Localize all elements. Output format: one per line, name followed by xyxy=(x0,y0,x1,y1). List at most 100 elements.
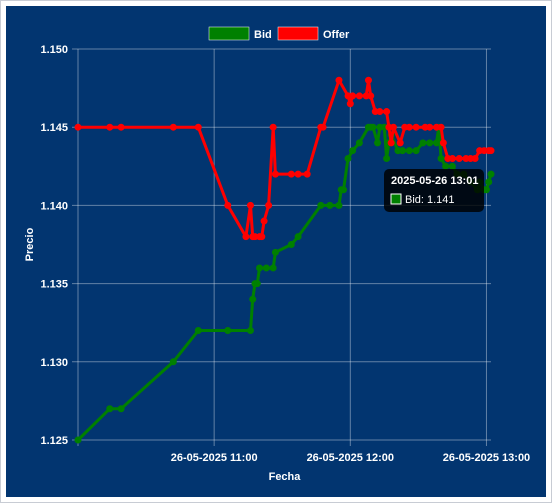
offer-data-point xyxy=(349,92,357,100)
y-tick-label: 1.145 xyxy=(40,122,68,134)
offer-data-point xyxy=(265,201,273,209)
price-chart[interactable]: 1.125 1.130 1.135 1.140 1.145 1.150 26-05-2025… xyxy=(6,6,546,497)
offer-series-line xyxy=(78,78,491,239)
x-tick-label: 26-05-2025 13:00 xyxy=(443,452,530,464)
y-axis-title: Precio xyxy=(24,227,36,261)
offer-data-point xyxy=(294,170,302,178)
bid-data-point xyxy=(253,280,261,288)
offer-data-point xyxy=(319,123,327,131)
bid-data-point xyxy=(344,154,352,162)
bid-data-point xyxy=(269,264,277,272)
offer-data-point xyxy=(271,170,279,178)
tooltip: 2025-05-26 13:01 Bid: 1.141 xyxy=(384,169,484,212)
y-tick-label: 1.125 xyxy=(40,435,68,447)
bid-data-point xyxy=(374,139,382,147)
legend: Bid Offer xyxy=(208,26,350,41)
offer-data-point xyxy=(487,147,495,155)
bid-data-point xyxy=(412,147,420,155)
offer-data-point xyxy=(387,139,395,147)
tooltip-box xyxy=(384,169,484,212)
bid-data-point xyxy=(262,264,270,272)
offer-data-point xyxy=(117,123,125,131)
offer-data-point xyxy=(269,123,277,131)
legend-label-bid: Bid xyxy=(254,29,272,41)
legend-swatch-bid xyxy=(208,26,250,41)
bid-data-point xyxy=(399,147,406,155)
offer-data-point xyxy=(367,92,375,100)
bid-data-point xyxy=(419,139,427,147)
y-tick-label: 1.135 xyxy=(40,279,68,291)
bid-data-point xyxy=(249,295,257,303)
offer-data-point xyxy=(455,154,463,162)
bid-data-point xyxy=(405,147,413,155)
offer-data-point xyxy=(439,139,447,147)
bid-data-point xyxy=(383,154,391,162)
bid-data-point xyxy=(287,241,295,248)
axis-labels: 1.125 1.130 1.135 1.140 1.145 1.150 26-05-2025… xyxy=(24,44,530,483)
series-lines xyxy=(74,76,495,444)
y-tick-label: 1.140 xyxy=(40,200,68,212)
bid-data-point xyxy=(369,123,377,131)
bid-data-point xyxy=(194,327,202,335)
legend-label-offer: Offer xyxy=(323,29,350,41)
offer-data-point xyxy=(448,154,456,162)
tooltip-title: 2025-05-26 13:01 xyxy=(391,175,478,187)
offer-data-point xyxy=(389,123,397,131)
offer-data-point xyxy=(287,170,295,178)
bid-data-point xyxy=(326,201,334,209)
y-tick-label: 1.130 xyxy=(40,357,68,369)
offer-data-point xyxy=(426,123,434,131)
offer-data-point xyxy=(106,123,114,131)
legend-swatch-offer xyxy=(277,26,319,41)
grid-lines xyxy=(72,48,491,446)
bid-data-point xyxy=(433,139,441,147)
bid-data-point xyxy=(256,264,264,272)
offer-data-point xyxy=(405,123,413,131)
bid-data-point xyxy=(224,327,232,335)
offer-data-point xyxy=(376,108,384,116)
offer-data-point xyxy=(437,123,445,131)
offer-data-point xyxy=(224,201,232,209)
tooltip-swatch xyxy=(390,193,402,205)
chart-panel: 1.125 1.130 1.135 1.140 1.145 1.150 26-05-2025… xyxy=(6,6,546,497)
offer-data-point xyxy=(194,123,202,131)
offer-data-point xyxy=(383,108,391,116)
offer-data-point xyxy=(471,154,479,162)
bid-data-point xyxy=(448,162,456,170)
bid-data-point xyxy=(349,147,357,155)
bid-data-point xyxy=(117,405,125,413)
bid-data-point xyxy=(335,201,343,209)
bid-data-point xyxy=(317,201,325,209)
offer-data-point xyxy=(335,76,343,84)
bid-data-point xyxy=(482,186,490,194)
offer-data-point xyxy=(260,217,268,225)
bid-data-point xyxy=(294,233,302,241)
offer-data-point xyxy=(303,170,311,178)
offer-data-point xyxy=(355,92,363,100)
bid-data-point xyxy=(106,405,114,413)
offer-data-point xyxy=(396,139,404,147)
offer-data-point xyxy=(246,201,254,209)
bid-data-point xyxy=(442,162,450,170)
offer-data-point xyxy=(412,123,420,131)
y-tick-label: 1.150 xyxy=(40,44,68,56)
bid-data-point xyxy=(246,327,254,335)
bid-data-point xyxy=(355,139,363,147)
x-tick-label: 26-05-2025 12:00 xyxy=(307,452,394,464)
x-tick-label: 26-05-2025 11:00 xyxy=(171,452,258,464)
offer-data-point xyxy=(169,123,177,131)
bid-data-point xyxy=(426,139,434,147)
offer-data-point xyxy=(364,76,372,84)
offer-data-point xyxy=(346,100,354,108)
tooltip-body: Bid: 1.141 xyxy=(405,194,455,206)
offer-data-point xyxy=(258,233,266,241)
bid-data-point xyxy=(437,154,445,162)
bid-data-point xyxy=(271,248,279,256)
bid-data-point xyxy=(169,358,177,366)
x-axis-title: Fecha xyxy=(269,471,302,483)
bid-data-point xyxy=(487,170,495,178)
offer-data-point xyxy=(74,123,82,131)
bid-data-point xyxy=(485,178,493,186)
bid-data-point xyxy=(74,436,82,444)
